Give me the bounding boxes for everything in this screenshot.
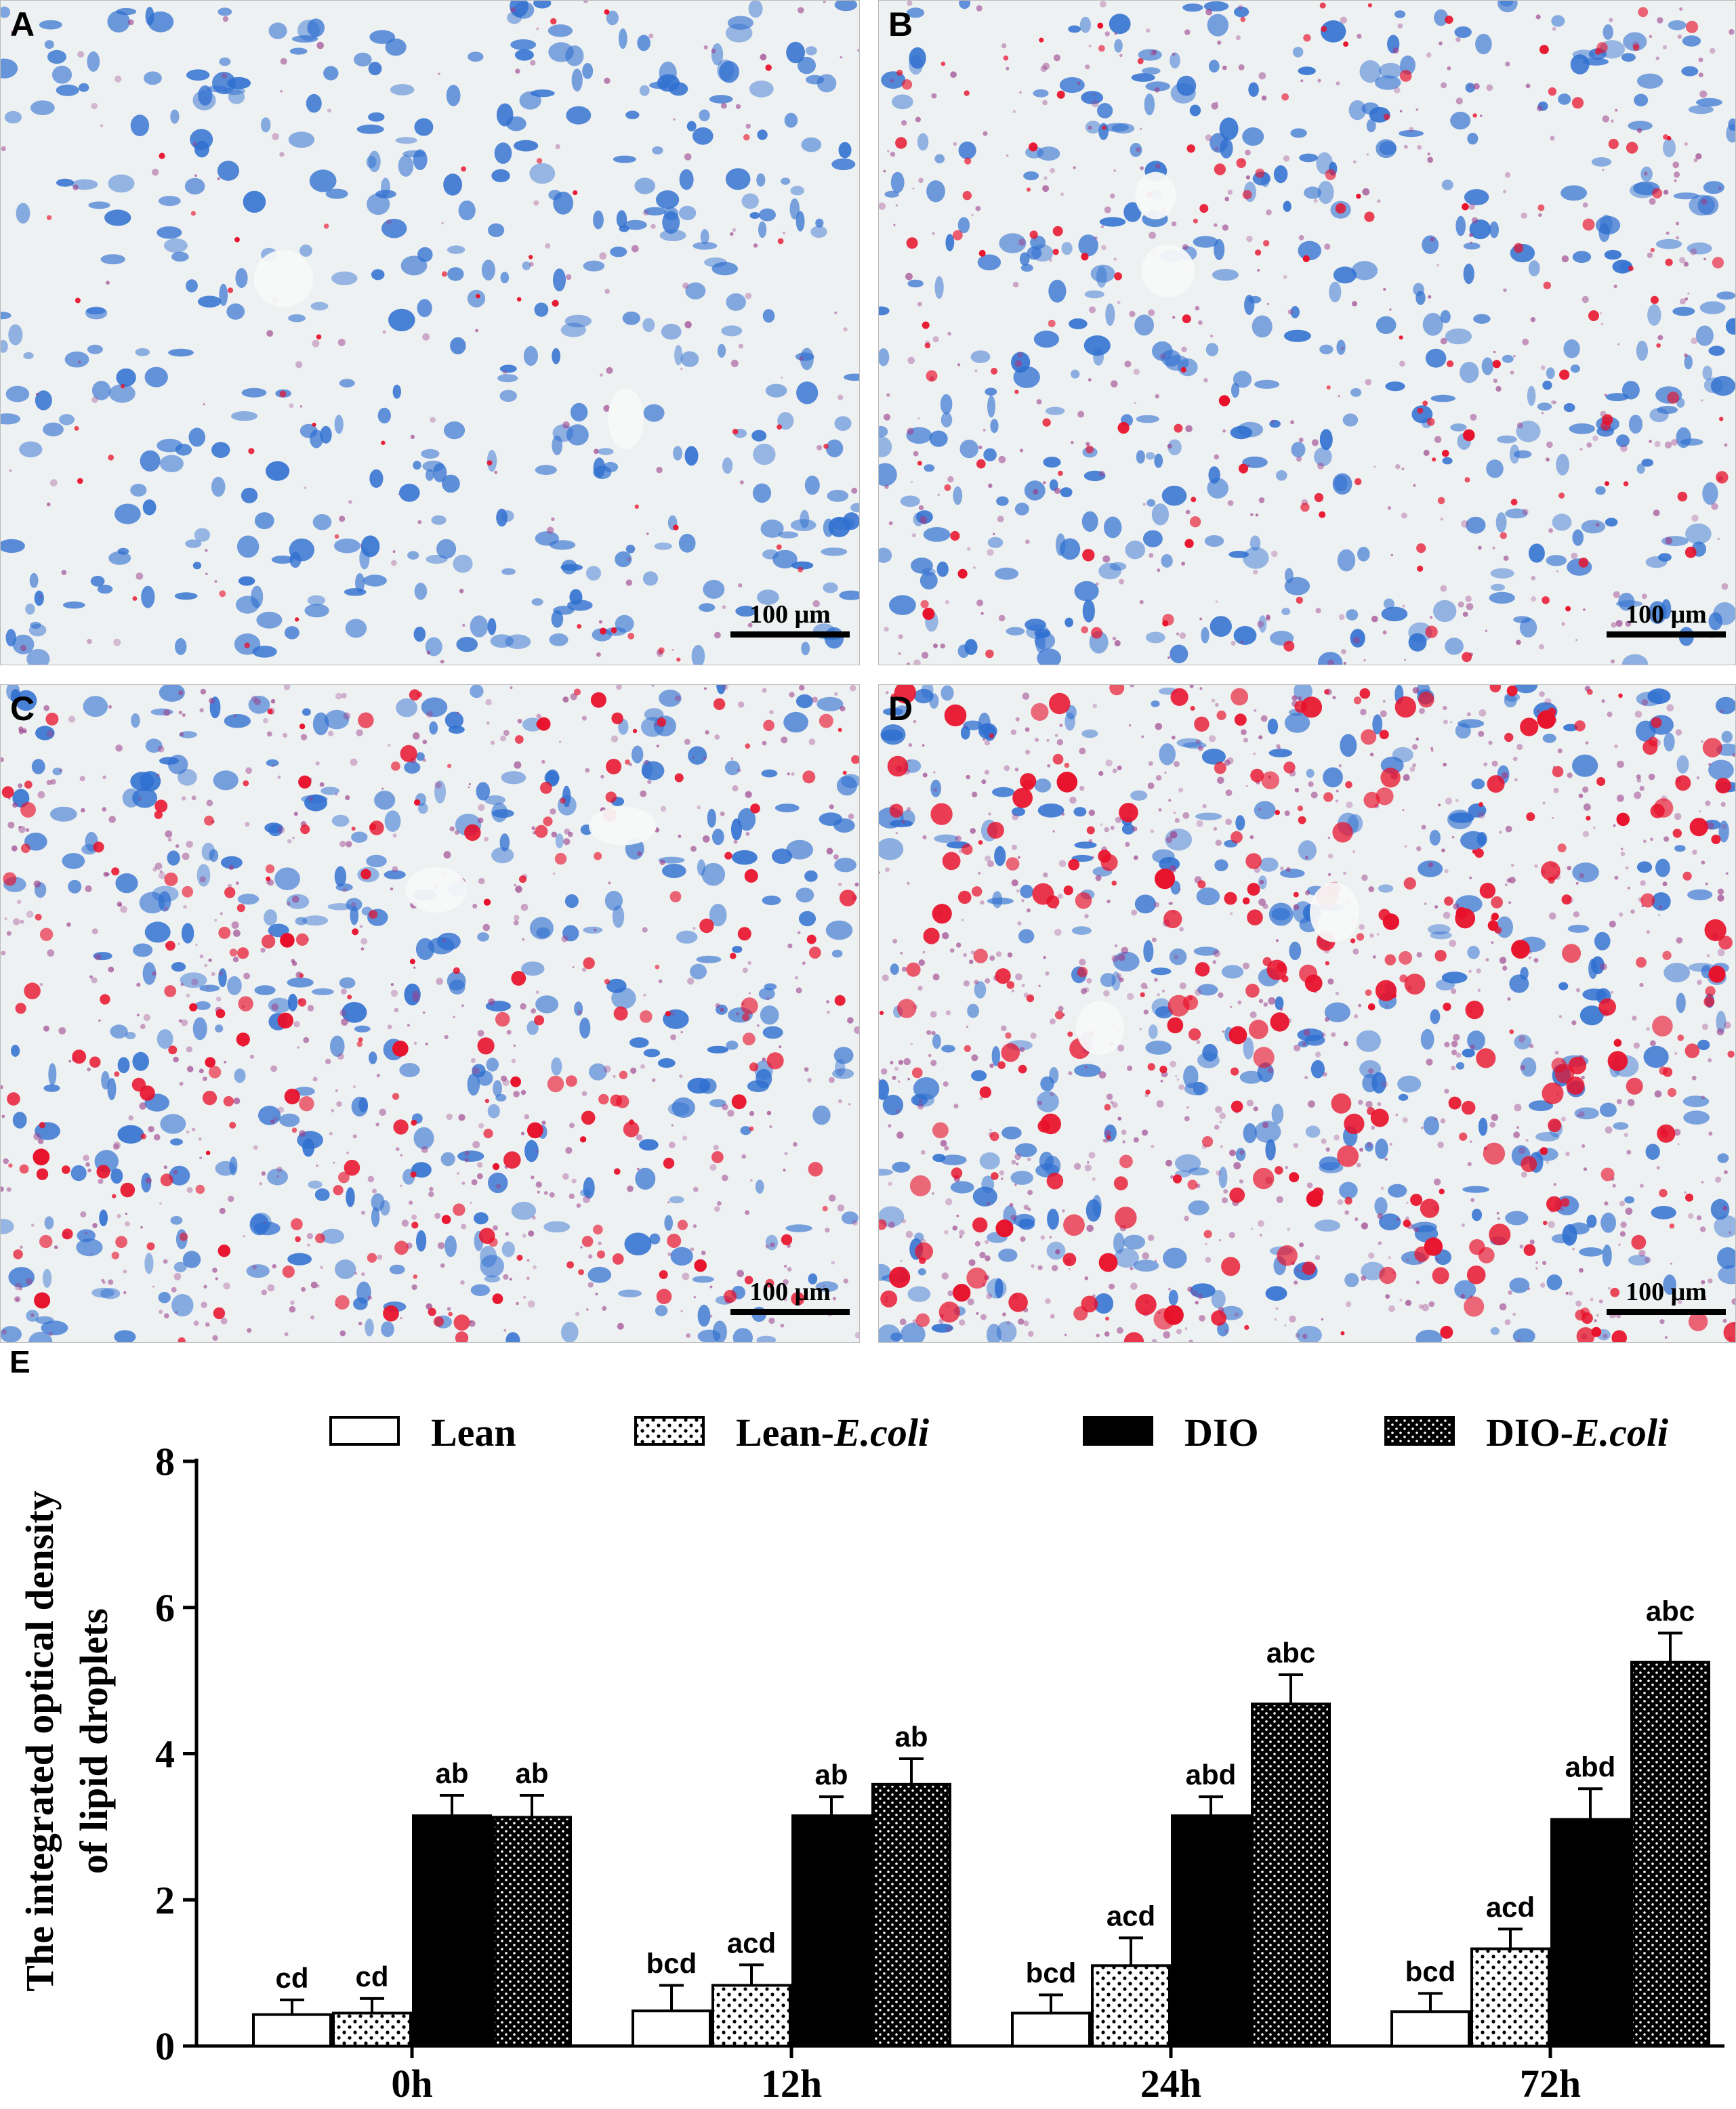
bar-chart: E The integrated optical density of lipi… <box>9 1344 1724 2106</box>
bar <box>412 1814 492 2047</box>
significance-label: ab <box>894 1721 928 1753</box>
y-tick-label: 6 <box>155 1586 175 1630</box>
micrograph-panel-c: C 100 μm <box>0 684 860 1343</box>
panel-label-c: C <box>10 690 35 728</box>
scalebar-label-c: 100 μm <box>749 1278 831 1306</box>
bar <box>711 1984 791 2047</box>
significance-label: ab <box>435 1757 468 1789</box>
legend-swatch <box>1384 1416 1455 1446</box>
legend-entry: DIO-E.coli <box>1486 1411 1668 1455</box>
scalebar-label-a: 100 μm <box>749 600 831 629</box>
tissue-texture-b <box>879 1 1735 665</box>
legend-swatch <box>1083 1416 1153 1446</box>
legend-entry: Lean-E.coli <box>736 1411 929 1455</box>
y-tick-label: 2 <box>155 1878 175 1922</box>
bar <box>1171 1814 1251 2047</box>
bar <box>632 2009 711 2047</box>
tissue-texture-d <box>879 685 1735 1342</box>
scalebar-label-d: 100 μm <box>1626 1278 1707 1306</box>
legend-entry: Lean <box>431 1411 516 1455</box>
scalebar-b <box>1607 631 1726 638</box>
bar <box>871 1782 951 2047</box>
bar <box>1091 1964 1171 2048</box>
significance-label: cd <box>275 1962 308 1994</box>
bar <box>1470 1947 1550 2047</box>
significance-label: acd <box>1486 1891 1535 1923</box>
tissue-texture-a <box>1 1 859 665</box>
panel-label-d: D <box>888 690 913 728</box>
bar <box>1390 2010 1470 2048</box>
micrograph-d-texture <box>879 685 1735 1342</box>
y-tick-label: 0 <box>155 2024 175 2068</box>
significance-label: abd <box>1186 1759 1237 1791</box>
micrograph-b-texture <box>879 1 1735 665</box>
tissue-texture-c <box>1 685 859 1342</box>
significance-label: cd <box>355 1961 388 1992</box>
bar <box>332 2011 412 2047</box>
bar <box>791 1814 871 2047</box>
significance-label: bcd <box>1405 1955 1456 1987</box>
panel-label-e: E <box>9 1344 30 1379</box>
micrograph-a-texture <box>1 1 859 665</box>
y-axis-label-line1: The integrated optical density <box>18 1490 62 1991</box>
significance-label: acd <box>1107 1900 1155 1931</box>
x-tick-label: 24h <box>1140 2062 1201 2106</box>
scalebar-c <box>730 1309 850 1315</box>
panel-label-a: A <box>10 5 35 43</box>
bar <box>1630 1661 1710 2047</box>
legend-swatch <box>634 1416 705 1446</box>
micrograph-panel-d: D 100 μm <box>878 684 1736 1343</box>
bar <box>1251 1703 1331 2048</box>
significance-label: ab <box>515 1757 548 1789</box>
significance-label: abc <box>1266 1637 1315 1669</box>
significance-label: bcd <box>1026 1957 1077 1988</box>
legend-entry: DIO <box>1184 1411 1259 1455</box>
y-tick-label: 4 <box>155 1732 175 1776</box>
bar <box>492 1816 572 2047</box>
significance-label: bcd <box>646 1947 697 1979</box>
x-tick-label: 12h <box>761 2062 822 2106</box>
micrograph-c-texture <box>1 685 859 1342</box>
scalebar-a <box>730 631 850 638</box>
significance-label: acd <box>727 1927 776 1959</box>
x-tick-label: 72h <box>1520 2062 1581 2106</box>
panel-label-b: B <box>888 5 913 43</box>
micrograph-panel-a: A 100 μm <box>0 0 860 665</box>
chart-legend: Lean Lean-E.coli DIO DIO-E.coli <box>329 1411 1668 1455</box>
bar <box>1550 1818 1630 2048</box>
x-tick-label: 0h <box>391 2062 432 2106</box>
bar <box>252 2013 332 2048</box>
y-tick-label: 8 <box>155 1440 175 1484</box>
legend-swatch <box>329 1416 400 1446</box>
y-axis-label-line2: of lipid droplets <box>72 1608 116 1874</box>
micrograph-panel-b: B 100 μm <box>878 0 1736 665</box>
scalebar-label-b: 100 μm <box>1626 600 1707 629</box>
scalebar-d <box>1607 1309 1726 1315</box>
bar <box>1011 2011 1091 2047</box>
significance-label: abd <box>1565 1751 1616 1782</box>
significance-label: ab <box>814 1759 848 1791</box>
significance-label: abc <box>1646 1595 1695 1627</box>
